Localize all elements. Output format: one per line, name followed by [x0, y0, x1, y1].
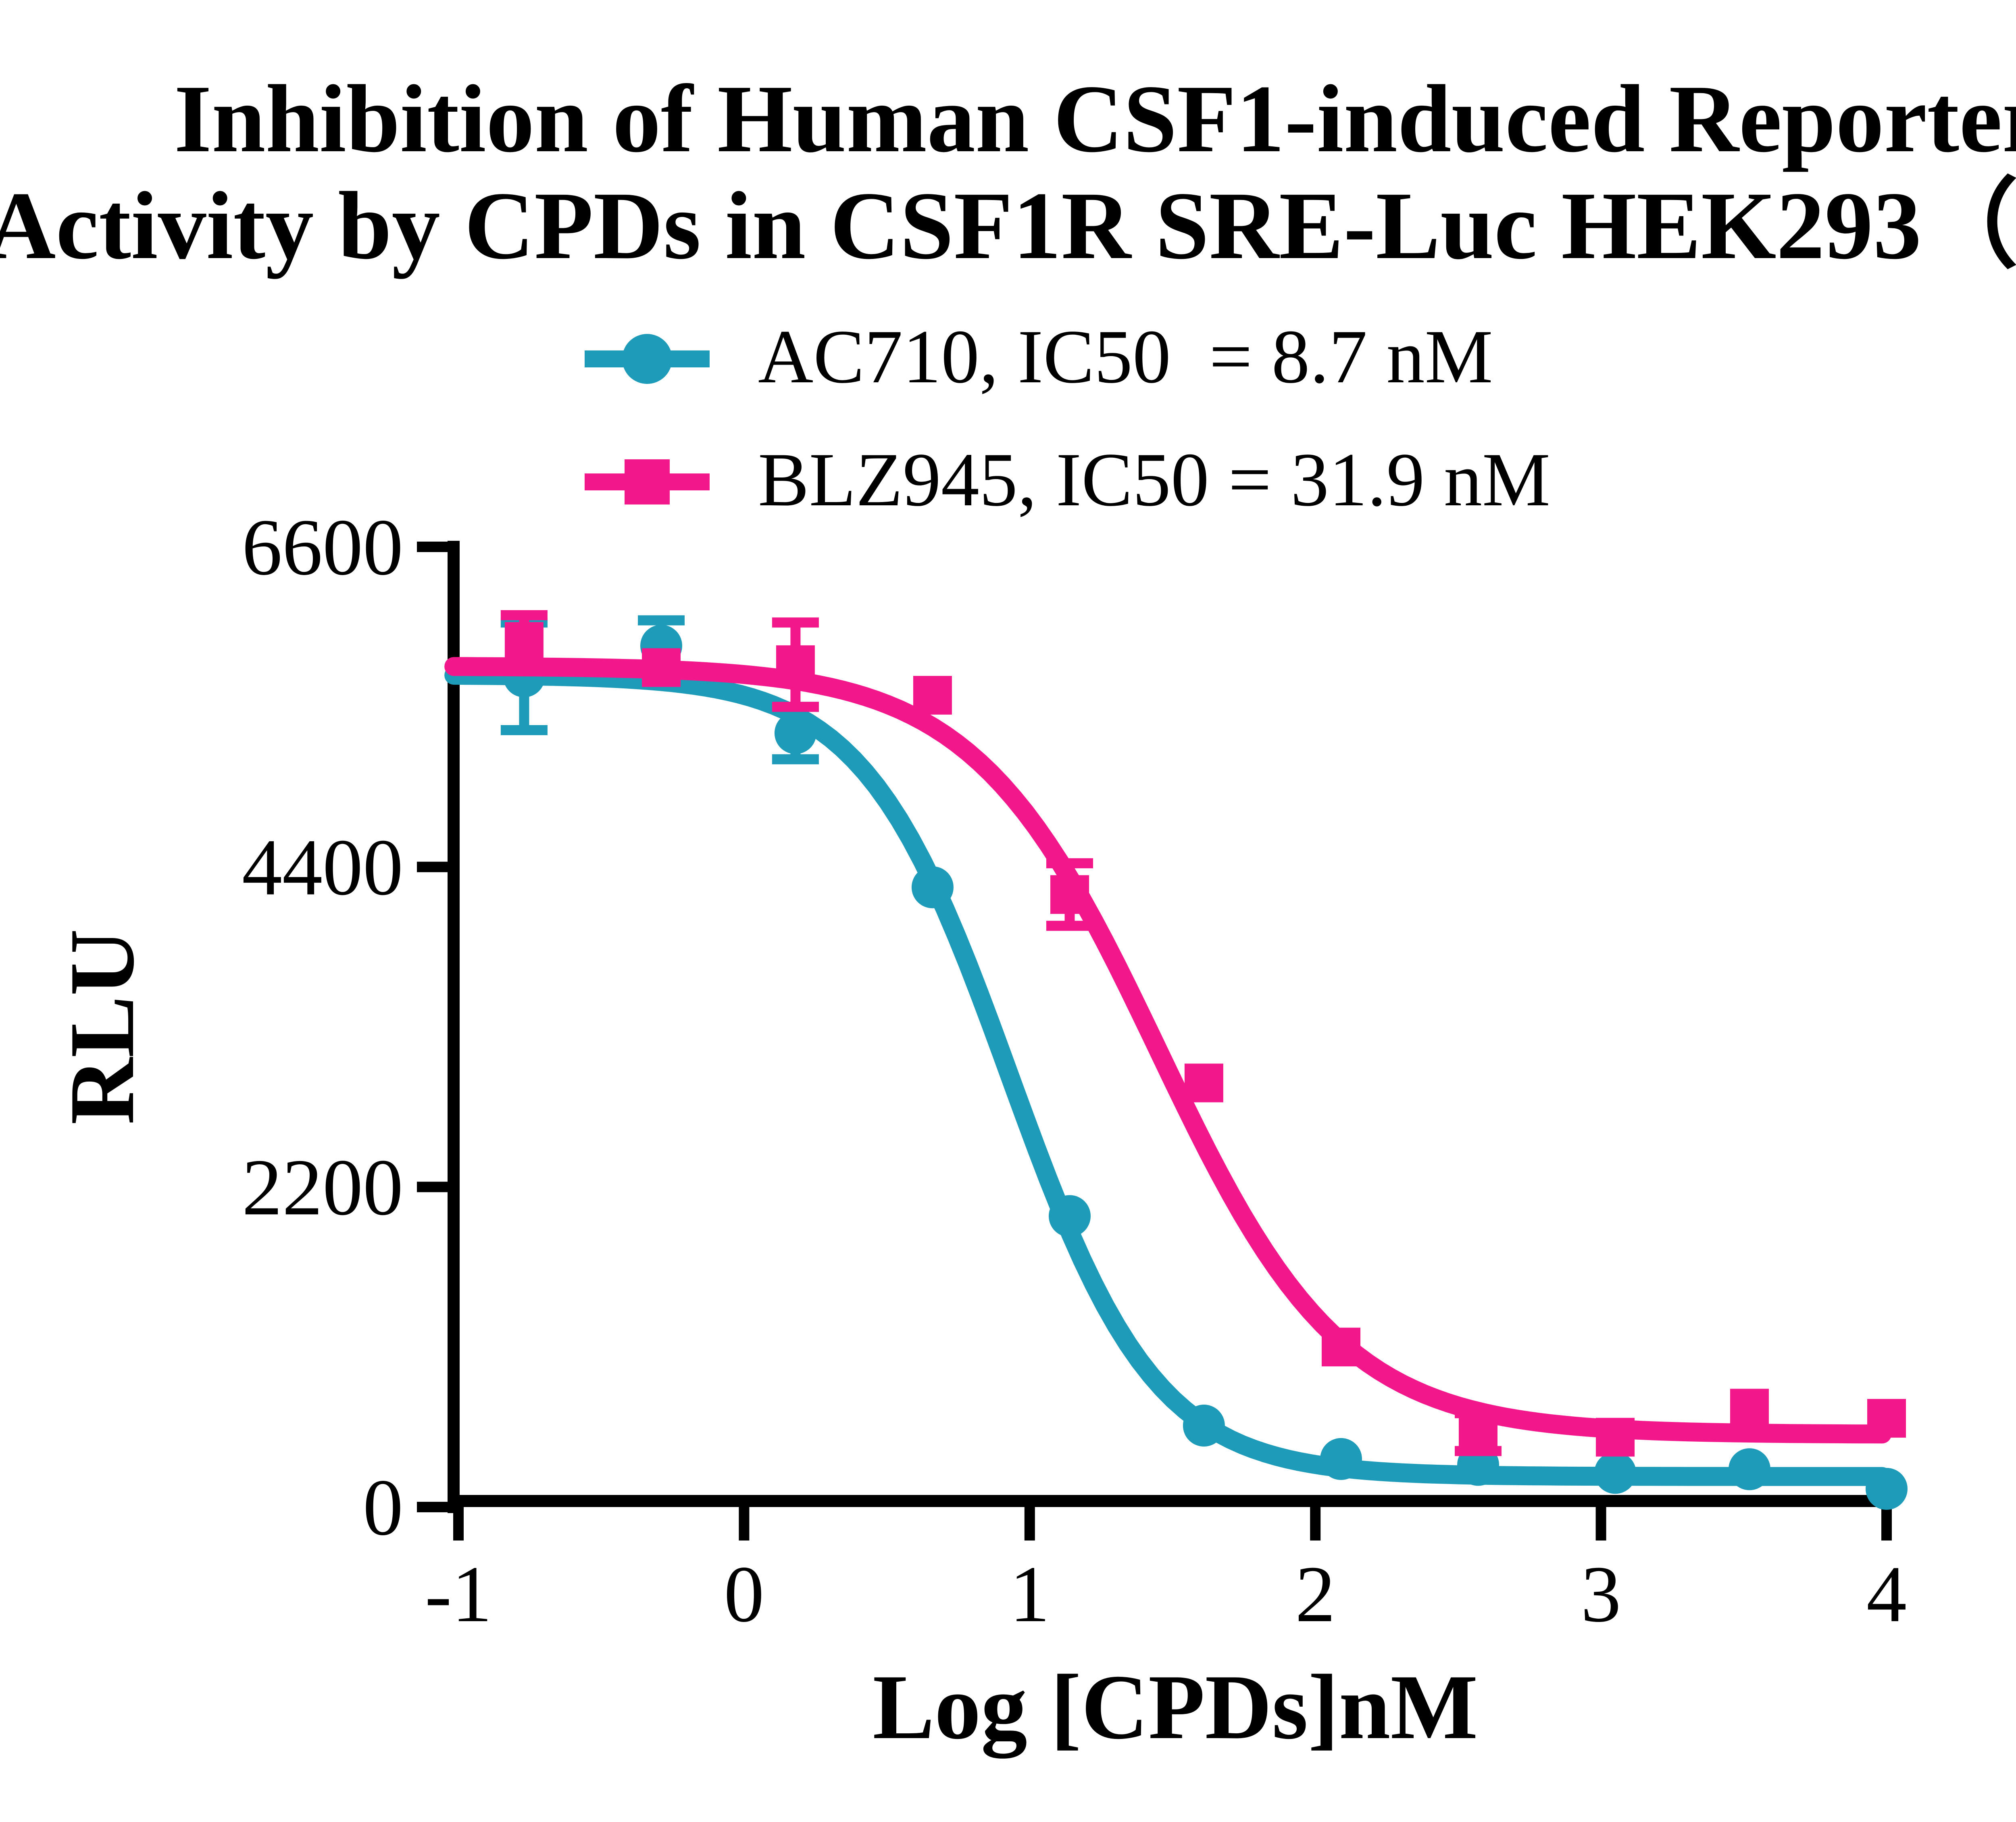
- data-point-square-BLZ945: [1184, 1063, 1223, 1103]
- y-axis-tick-label: 6600: [242, 503, 403, 592]
- fit-curve-BLZ945: [444, 657, 1892, 1444]
- data-point-square-BLZ945: [776, 645, 815, 684]
- fit-curve-AC710: [444, 665, 1892, 1486]
- x-axis-tick-label: -1: [425, 1550, 492, 1639]
- y-axis-tick-label: 0: [363, 1463, 403, 1552]
- data-point-square-BLZ945: [1596, 1418, 1635, 1457]
- data-point-circle-AC710: [1183, 1405, 1225, 1447]
- data-point-circle-AC710: [1866, 1468, 1908, 1510]
- data-point-square-BLZ945: [1730, 1388, 1769, 1428]
- data-point-square-BLZ945: [504, 622, 544, 661]
- legend-label-ac710: AC710, IC50 = 8.7 nM: [758, 315, 1493, 399]
- y-axis-tick-label: 2200: [242, 1143, 403, 1232]
- data-point-circle-AC710: [1594, 1452, 1636, 1494]
- chart-title-line-1: Inhibition of Human CSF1-induced Reporte…: [174, 65, 2016, 172]
- legend-marker-square-icon: [625, 459, 670, 504]
- data-point-square-BLZ945: [1050, 875, 1089, 914]
- x-axis-tick-label: 1: [1010, 1550, 1050, 1639]
- data-point-square-BLZ945: [913, 676, 952, 715]
- data-point-square-BLZ945: [642, 648, 681, 687]
- data-point-circle-AC710: [1049, 1195, 1091, 1237]
- data-point-circle-AC710: [1320, 1438, 1362, 1480]
- legend-item-blz945: BLZ945, IC50 = 31.9 nM: [585, 438, 1550, 522]
- data-point-circle-AC710: [774, 712, 816, 754]
- series-AC710: [444, 615, 1908, 1510]
- chart-title-line-2: Activity by CPDs in CSF1R SRE-Luc HEK293…: [0, 172, 2016, 279]
- data-point-circle-AC710: [1729, 1448, 1770, 1491]
- data-point-circle-AC710: [911, 866, 954, 909]
- y-axis-tick-label: 4400: [242, 823, 403, 912]
- x-axis-tick-label: 4: [1866, 1550, 1907, 1639]
- data-point-square-BLZ945: [1867, 1399, 1906, 1438]
- data-point-square-BLZ945: [1459, 1413, 1497, 1452]
- legend: AC710, IC50 = 8.7 nM BLZ945, IC50 = 31.9…: [585, 315, 1550, 522]
- y-axis-title: RLU: [50, 929, 153, 1125]
- x-axis-title: Log [CPDs]nM: [873, 1655, 1478, 1759]
- legend-label-blz945: BLZ945, IC50 = 31.9 nM: [758, 438, 1550, 522]
- x-axis-tick-label: 3: [1581, 1550, 1621, 1639]
- x-axis-tick-label: 0: [724, 1550, 764, 1639]
- x-axis-tick-label: 2: [1295, 1550, 1335, 1639]
- legend-item-ac710: AC710, IC50 = 8.7 nM: [585, 315, 1493, 399]
- data-point-square-BLZ945: [1322, 1328, 1360, 1367]
- legend-marker-circle-icon: [622, 334, 672, 384]
- series-BLZ945: [444, 610, 1906, 1457]
